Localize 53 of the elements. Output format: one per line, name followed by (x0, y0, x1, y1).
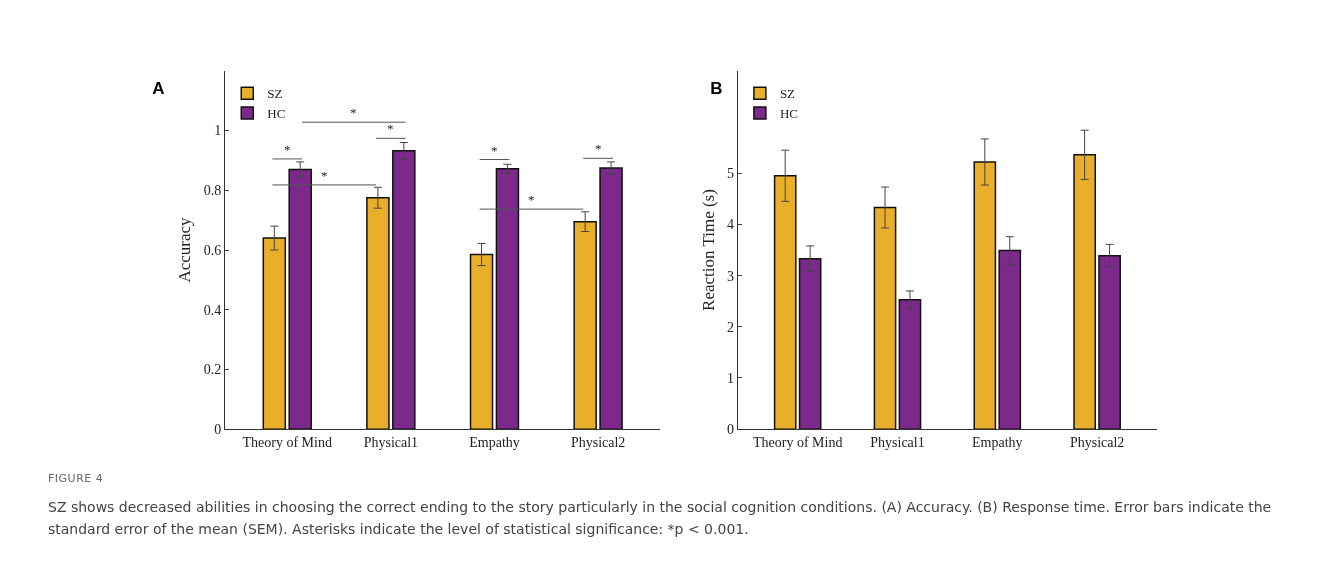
text: A (152, 78, 165, 98)
annotation: * (595, 141, 602, 156)
bar (773, 175, 797, 430)
y-tick-label: 2 (726, 319, 734, 335)
text: SZ shows decreased abilities in choosing the correct ending to the story particularly in the social cognition conditions. (A) Accuracy. (B) Response time. Error bars indicate the standard error of the mean (SEM). Asterisks indicate the level of statistical significance: *p < 0.001. (48, 498, 1273, 539)
bar (469, 253, 494, 430)
x-tick-label: Physical1 (363, 434, 419, 450)
legend-label: SZ (267, 86, 283, 102)
annotation: * (491, 143, 498, 158)
x-tick-label: Physical1 (870, 434, 925, 450)
y-tick-label: 0.4 (203, 302, 222, 318)
bar (973, 161, 997, 430)
annotation: * (528, 192, 535, 207)
legend-label: HC (779, 106, 798, 122)
y-tick-label: 0 (214, 422, 222, 438)
bar (495, 168, 520, 430)
y-tick-label: 0.2 (203, 362, 222, 378)
legend-label: SZ (779, 86, 796, 102)
bar (898, 298, 922, 430)
annotation: * (321, 168, 328, 183)
y-tick-label: 4 (726, 217, 734, 233)
x-tick-label: Empathy (972, 434, 1023, 450)
bar (366, 197, 390, 430)
bar (1073, 154, 1096, 430)
y-tick-label: 1 (214, 123, 222, 139)
bar (998, 249, 1022, 430)
bar (288, 168, 312, 430)
annotation: * (387, 121, 394, 136)
y-tick-label: 0.8 (203, 183, 222, 199)
y-tick-label: 1 (726, 370, 734, 386)
x-tick-label: Physical2 (570, 434, 626, 450)
y-axis-title: Reaction Time (s) (698, 189, 718, 311)
y-tick-label: 0 (726, 422, 734, 438)
legend-label: HC (267, 106, 286, 122)
y-axis-title: Accuracy (175, 216, 195, 283)
bar (599, 167, 623, 430)
x-tick-label: Physical2 (1069, 434, 1125, 450)
x-tick-label: Empathy (469, 434, 520, 450)
y-tick-label: 5 (726, 166, 734, 182)
x-tick-label: Theory of Mind (242, 434, 332, 450)
annotation: * (350, 105, 357, 120)
bar (873, 206, 897, 430)
x-tick-label: Theory of Mind (752, 434, 843, 450)
bar (1098, 254, 1121, 430)
text: B (710, 78, 723, 98)
annotation: * (284, 142, 291, 157)
bar (392, 150, 416, 430)
bar (262, 237, 287, 430)
y-tick-label: 0.6 (203, 242, 222, 258)
y-tick-label: 3 (726, 268, 734, 284)
caption: FIGURE 4 (48, 471, 105, 487)
bar (798, 257, 822, 430)
bar (573, 220, 597, 430)
